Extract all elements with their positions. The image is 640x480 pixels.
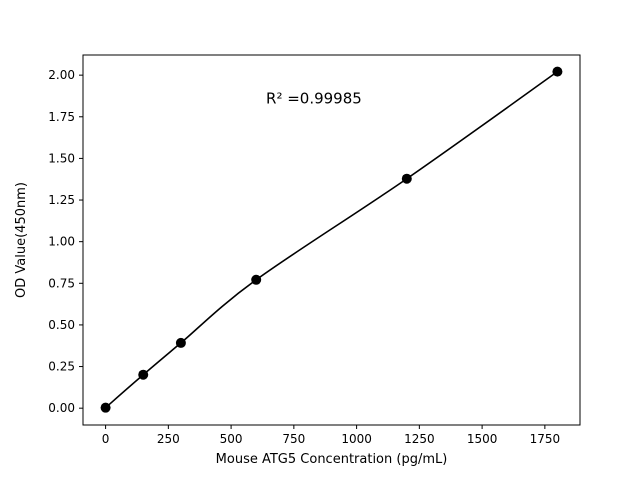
y-tick-label: 1.50 [48,151,75,165]
data-point [175,337,186,348]
y-tick-label: 0.75 [48,276,75,290]
data-point [401,173,412,184]
data-point [251,274,262,285]
data-point [100,402,111,413]
x-tick-label: 250 [157,432,180,446]
y-tick-label: 0.00 [48,401,75,415]
r-squared-annotation: R² =0.99985 [266,89,362,107]
data-point [552,66,563,77]
y-tick-label: 1.75 [48,110,75,124]
data-point [138,369,149,380]
y-tick-label: 1.00 [48,235,75,249]
x-tick-label: 1500 [467,432,498,446]
y-axis-label: OD Value(450nm) [14,182,29,298]
x-tick-label: 1750 [530,432,561,446]
y-tick-label: 0.50 [48,318,75,332]
fit-line [105,70,558,409]
y-tick-label: 2.00 [48,68,75,82]
y-tick-label: 1.25 [48,193,75,207]
x-axis-label: Mouse ATG5 Concentration (pg/mL) [216,452,448,467]
x-tick-label: 0 [102,432,110,446]
plot-frame [82,54,581,426]
x-tick-label: 1000 [341,432,372,446]
y-tick-label: 0.25 [48,360,75,374]
x-tick-label: 1250 [404,432,435,446]
x-tick-label: 750 [282,432,305,446]
x-tick-label: 500 [220,432,243,446]
